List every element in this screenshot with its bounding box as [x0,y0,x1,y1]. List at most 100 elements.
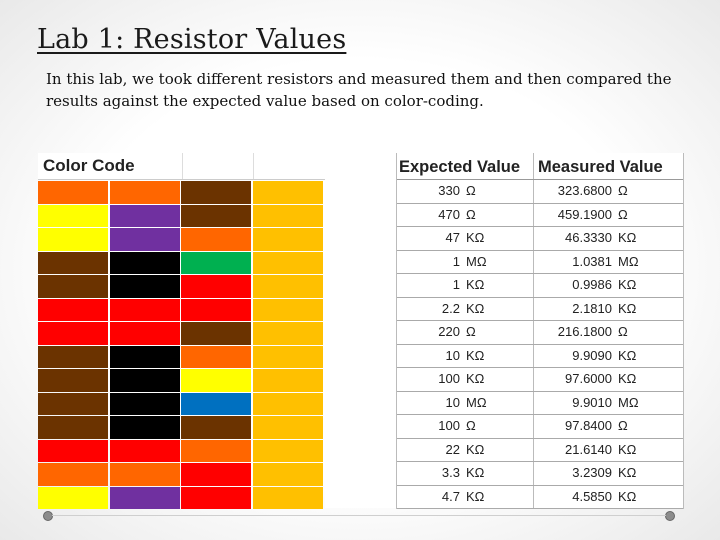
values-table-rows: 330 Ω 323.6800 Ω 470 Ω 459.1900 Ω 47 KΩ 46.3330 KΩ 1… [397,180,683,509]
expected-unit: Ω [464,180,534,203]
color-band-1 [38,416,108,439]
values-table-row: 220 Ω 216.1800 Ω [397,321,683,345]
measured-unit: MΩ [618,253,639,269]
measured-unit: KΩ [618,441,637,457]
measured-value: 0.9986 [572,277,612,292]
color-code-row [38,345,325,368]
color-band-2 [109,486,180,509]
slide-corner-dot-left [43,511,53,521]
color-band-4 [252,392,323,415]
color-band-2 [109,322,180,345]
measured-unit: Ω [618,206,628,222]
color-band-4 [252,345,323,368]
values-table-row: 100 KΩ 97.6000 KΩ [397,368,683,392]
color-band-4 [252,298,323,321]
color-code-row [38,298,325,321]
measured-unit: KΩ [618,465,637,480]
color-code-row [38,322,325,345]
color-band-1 [38,251,108,274]
values-table-row: 470 Ω 459.1900 Ω [397,203,683,227]
measured-value: 3.2309 [572,465,612,480]
color-code-row [38,275,325,298]
color-band-1 [38,181,108,204]
color-band-1 [38,439,108,462]
measured-value-header: Measured Value [538,158,663,176]
color-band-1 [38,275,108,298]
color-band-2 [109,369,180,392]
color-band-1 [38,463,108,486]
values-table-row: 47 KΩ 46.3330 KΩ [397,227,683,251]
measured-value: 2.1810 [572,300,612,316]
slide-title: Lab 1: Resistor Values [37,24,347,55]
color-band-1 [38,486,108,509]
color-code-header-label: Color Code [43,156,135,175]
expected-value: 470 [438,206,460,222]
color-band-3 [181,322,251,345]
measured-unit: KΩ [618,277,637,292]
expected-unit: KΩ [464,485,534,508]
measured-unit: Ω [618,418,628,433]
measured-value: 21.6140 [565,441,612,457]
color-code-row [38,463,325,486]
color-code-rows [38,181,325,509]
expected-unit: KΩ [464,344,534,367]
measured-value: 97.6000 [565,371,612,386]
color-band-3 [181,486,251,509]
expected-value: 100 [438,418,460,433]
values-table-row: 1 KΩ 0.9986 KΩ [397,274,683,298]
color-band-4 [252,463,323,486]
color-band-4 [252,228,323,251]
expected-unit: Ω [464,321,534,344]
color-band-3 [181,345,251,368]
expected-value: 2.2 [441,300,460,316]
expected-unit: MΩ [464,250,534,273]
values-table-row: 22 KΩ 21.6140 KΩ [397,438,683,462]
expected-value: 330 [438,183,460,198]
measured-value: 4.5850 [572,488,612,504]
color-band-4 [252,181,323,204]
color-band-1 [38,322,108,345]
color-band-2 [109,392,180,415]
expected-unit: KΩ [464,368,534,391]
measured-unit: Ω [618,324,628,339]
color-band-1 [38,228,108,251]
color-band-3 [181,251,251,274]
expected-value: 10 [445,394,460,410]
color-band-2 [109,275,180,298]
color-code-row [38,416,325,439]
expected-unit: Ω [464,203,534,226]
color-band-2 [109,439,180,462]
color-band-3 [181,392,251,415]
expected-value: 1 [452,277,460,292]
expected-value: 47 [445,230,460,245]
color-band-3 [181,439,251,462]
values-table-header: Expected Value Measured Value [397,153,683,180]
expected-value: 1 [452,253,460,269]
color-band-2 [109,463,180,486]
color-band-3 [181,416,251,439]
slide-bottom-line [52,515,666,516]
measured-value: 216.1800 [557,324,612,339]
expected-value: 10 [445,347,460,363]
measured-unit: KΩ [618,230,637,245]
color-band-3 [181,369,251,392]
color-band-1 [38,298,108,321]
color-band-2 [109,181,180,204]
values-table-row: 330 Ω 323.6800 Ω [397,180,683,204]
measured-value: 9.9010 [572,394,612,410]
color-code-row [38,369,325,392]
color-code-row [38,204,325,227]
measured-unit: KΩ [618,300,637,316]
color-code-row [38,392,325,415]
measured-value: 9.9090 [572,347,612,363]
color-band-2 [109,345,180,368]
color-band-4 [252,251,323,274]
expected-value: 220 [438,324,460,339]
slide-corner-dot-right [665,511,675,521]
table-gap [325,153,397,508]
color-band-2 [109,298,180,321]
values-table-row: 1 MΩ 1.0381 MΩ [397,250,683,274]
expected-unit: MΩ [464,391,534,414]
color-band-3 [181,181,251,204]
color-code-row [38,251,325,274]
